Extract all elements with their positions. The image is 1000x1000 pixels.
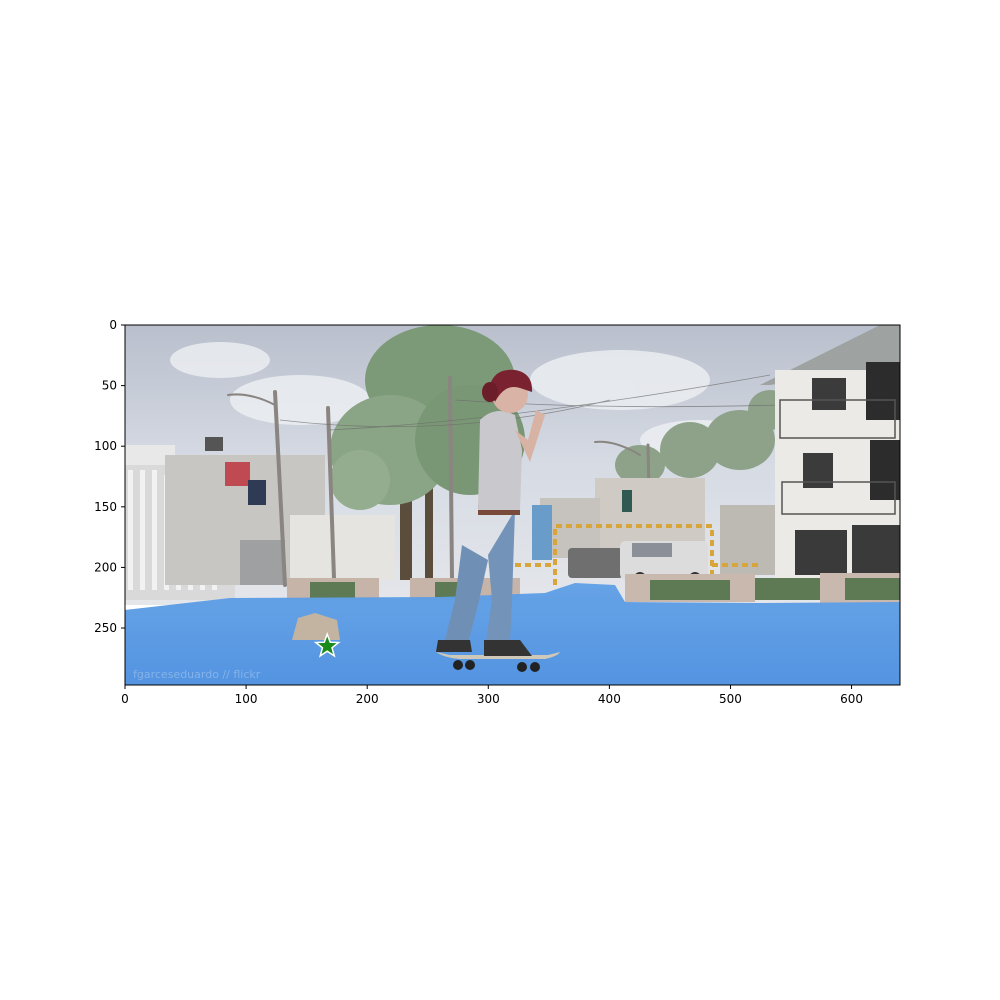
- axes-frame: [124, 324, 901, 686]
- rock: [292, 613, 340, 640]
- right-building: [760, 325, 900, 580]
- y-tick-label: 250: [94, 621, 117, 635]
- x-axis: 0 100 200 300 400 500 600: [121, 685, 863, 706]
- poles: [227, 376, 652, 587]
- x-tick-label: 600: [840, 692, 863, 706]
- star-marker: [313, 632, 341, 658]
- y-tick-label: 50: [102, 379, 117, 393]
- y-tick-label: 0: [109, 318, 117, 332]
- skater: [436, 369, 545, 656]
- x-tick-label: 400: [598, 692, 621, 706]
- y-axis: 0 50 100 150 200 250: [94, 318, 125, 635]
- y-tick-label: 150: [94, 500, 117, 514]
- ground-overlay: [125, 583, 900, 685]
- white-wall: [290, 515, 395, 580]
- x-tick-label: 500: [719, 692, 742, 706]
- photo: [125, 325, 900, 685]
- x-tick-label: 300: [477, 692, 500, 706]
- clouds: [170, 342, 760, 460]
- tree: [330, 325, 525, 580]
- x-tick-label: 200: [356, 692, 379, 706]
- x-tick-label: 100: [235, 692, 258, 706]
- y-tick-label: 200: [94, 560, 117, 574]
- y-tick-label: 100: [94, 439, 117, 453]
- x-tick-label: 0: [121, 692, 129, 706]
- barrier: [515, 524, 760, 585]
